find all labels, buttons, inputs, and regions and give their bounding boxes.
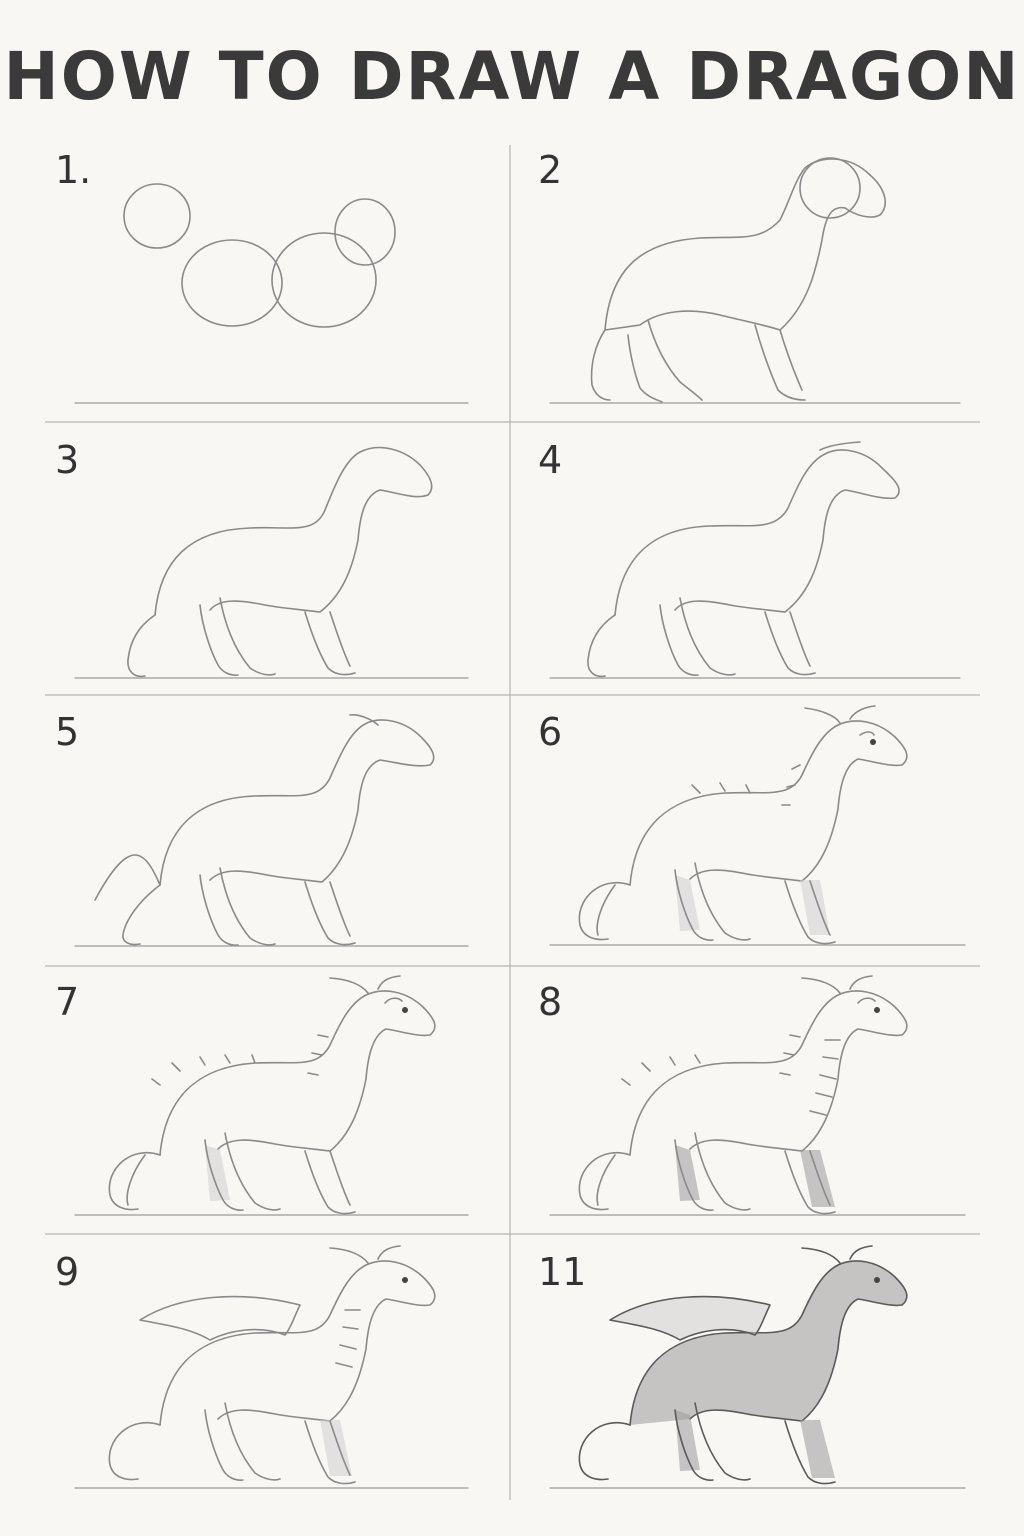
step-4-sketch [549,441,961,679]
step-number: 6 [538,710,563,754]
step-number: 9 [55,1250,80,1294]
step-5-sketch [74,714,469,947]
page-title: HOW TO DRAW A DRAGON [3,38,1021,115]
step-9-sketch [74,1245,469,1489]
step-number: 8 [538,980,563,1024]
step-number: 5 [55,710,80,754]
step-8-sketch [549,975,966,1216]
step-3-sketch [74,446,469,679]
step-number: 3 [55,438,80,482]
step-2-sketch [549,157,961,404]
step-11-sketch [549,1245,966,1489]
step-1-sketch [74,183,469,404]
step-7-sketch [74,975,469,1216]
step-number: 7 [55,980,80,1024]
step-number: 4 [538,438,563,482]
step-number: 2 [538,148,563,192]
step-6-sketch [549,705,966,946]
step-number: 1. [55,148,92,192]
step-number: 11 [538,1250,587,1294]
